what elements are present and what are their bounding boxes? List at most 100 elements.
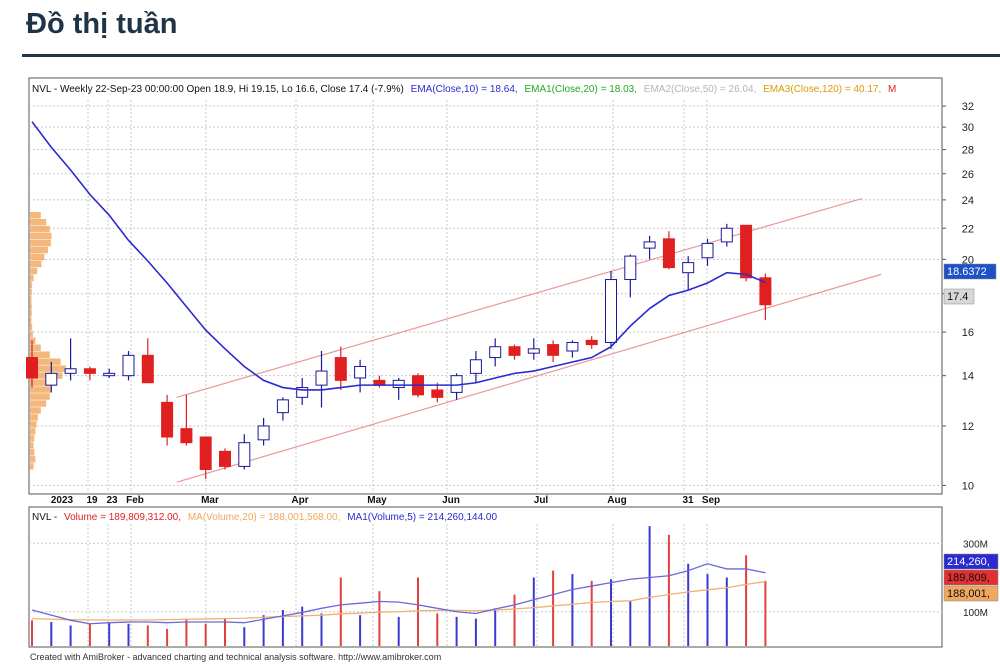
candle-down	[662, 238, 675, 269]
volume-profile-bar	[30, 330, 33, 338]
time-tick-label: Aug	[607, 495, 626, 506]
price-pane-frame	[28, 77, 943, 495]
volume-profile-bar	[30, 260, 42, 268]
time-tick-label: May	[367, 495, 387, 506]
price-tick-label: 22	[962, 223, 974, 235]
volume-profile-bar	[30, 421, 37, 428]
price-tick-label: 32	[962, 101, 974, 113]
candle-down	[740, 224, 753, 279]
time-tick-label: 31	[682, 495, 694, 506]
ma5-value-tag-bg	[943, 553, 999, 570]
volume-profile-bar	[30, 428, 36, 435]
candle-down	[547, 344, 560, 356]
price-tick-label: 16	[962, 327, 974, 339]
ma20-label: MA(Volume,20) = 188,001,568.00,	[188, 512, 341, 523]
candle-down	[334, 357, 347, 381]
candles	[26, 223, 772, 479]
volume-bars	[31, 526, 767, 646]
price-tick-label: 10	[962, 480, 974, 492]
ma20-value-tag: 188,001,	[947, 588, 990, 600]
candle-down	[199, 436, 212, 470]
price-tick-label: 12	[962, 421, 974, 433]
candle-up	[489, 346, 502, 359]
candle-up	[605, 279, 617, 343]
price-tick-label: 26	[962, 169, 974, 181]
ma20-value-tag-bg	[943, 585, 999, 602]
ema20-label: EMA1(Close,20) = 18.03,	[524, 84, 637, 95]
price-header: NVL - Weekly 22-Sep-23 00:00:00 Open 18.…	[32, 84, 896, 95]
volume-value-tag-bg	[943, 569, 999, 586]
candle-up	[276, 399, 289, 414]
ema10-value-tag-bg	[943, 263, 997, 280]
volume-tick-label: 300M	[963, 539, 988, 550]
candle-down	[180, 428, 193, 444]
volume-tick-label: 100M	[963, 608, 988, 619]
candle-up	[238, 442, 251, 467]
volume-profile	[30, 212, 66, 470]
candle-down	[759, 277, 772, 306]
volume-profile-bar	[30, 386, 52, 393]
candle-down	[508, 346, 521, 356]
volume-profile-bar	[30, 400, 47, 407]
time-tick-label: Sep	[702, 495, 720, 506]
volume-profile-bar	[30, 449, 35, 456]
volume-profile-bar	[30, 414, 38, 421]
candle-down	[26, 357, 38, 379]
price-tick-label: 30	[962, 122, 974, 134]
candle-up	[354, 365, 367, 379]
ema120-label: EMA3(Close,120) = 40.17,	[763, 84, 881, 95]
time-tick-label: Apr	[291, 495, 308, 506]
candle-up	[701, 242, 714, 259]
price-tick-label: 24	[962, 195, 974, 207]
candle-up	[643, 241, 656, 249]
candle-up	[257, 425, 270, 441]
candle-up	[103, 372, 116, 377]
ema10-value-tag: 18.6372	[947, 266, 987, 278]
time-tick-label: 19	[86, 495, 98, 506]
volume-label: Volume = 189,809,312.00,	[64, 512, 181, 523]
ma20-polyline	[31, 580, 766, 621]
candle-up	[392, 379, 405, 389]
time-tick-label: Jul	[534, 495, 549, 506]
candle-up	[624, 255, 637, 281]
volume-profile-bar	[30, 323, 33, 331]
volume-profile-bar	[30, 302, 32, 310]
candle-up	[296, 387, 309, 398]
volume-profile-bar	[30, 288, 32, 296]
volume-profile-bar	[30, 463, 34, 470]
volume-profile-bar	[30, 281, 33, 289]
title-divider	[22, 54, 1000, 57]
volume-value-tag: 189,809,	[947, 572, 990, 584]
volume-profile-bar	[30, 365, 66, 372]
volume-profile-bar	[30, 232, 52, 240]
candle-up	[682, 262, 695, 274]
candle-down	[585, 339, 598, 346]
candle-down	[431, 389, 444, 398]
ema10-line	[31, 121, 766, 391]
time-tick-label: Mar	[201, 495, 219, 506]
volume-profile-bar	[30, 316, 32, 324]
candle-up	[45, 372, 58, 386]
volume-profile-bar	[30, 295, 32, 303]
price-tick-label: 28	[962, 145, 974, 157]
volume-profile-bar	[30, 407, 41, 414]
volume-profile-bar	[30, 379, 57, 386]
candle-up	[122, 354, 135, 377]
volume-profile-bar	[30, 351, 50, 358]
price-grid	[29, 100, 942, 494]
volume-profile-bar	[30, 274, 34, 282]
candle-up	[566, 341, 579, 352]
volume-profile-bar	[30, 246, 48, 254]
ma5-value-tag: 214,260,	[947, 556, 990, 568]
time-tick-label: 23	[106, 495, 118, 506]
volume-profile-bar	[30, 267, 38, 275]
candle-up	[527, 348, 540, 354]
header-tail: M	[888, 84, 896, 95]
candle-down	[161, 401, 174, 438]
close-value-tag-bg	[943, 288, 975, 305]
channel-lower-line	[176, 273, 882, 483]
volume-y-axis: 100M 300M	[963, 539, 988, 619]
ema10-label: EMA(Close,10) = 18.64,	[411, 84, 518, 95]
candle-up	[315, 370, 328, 386]
page-title: Đồ thị tuần	[26, 8, 178, 40]
